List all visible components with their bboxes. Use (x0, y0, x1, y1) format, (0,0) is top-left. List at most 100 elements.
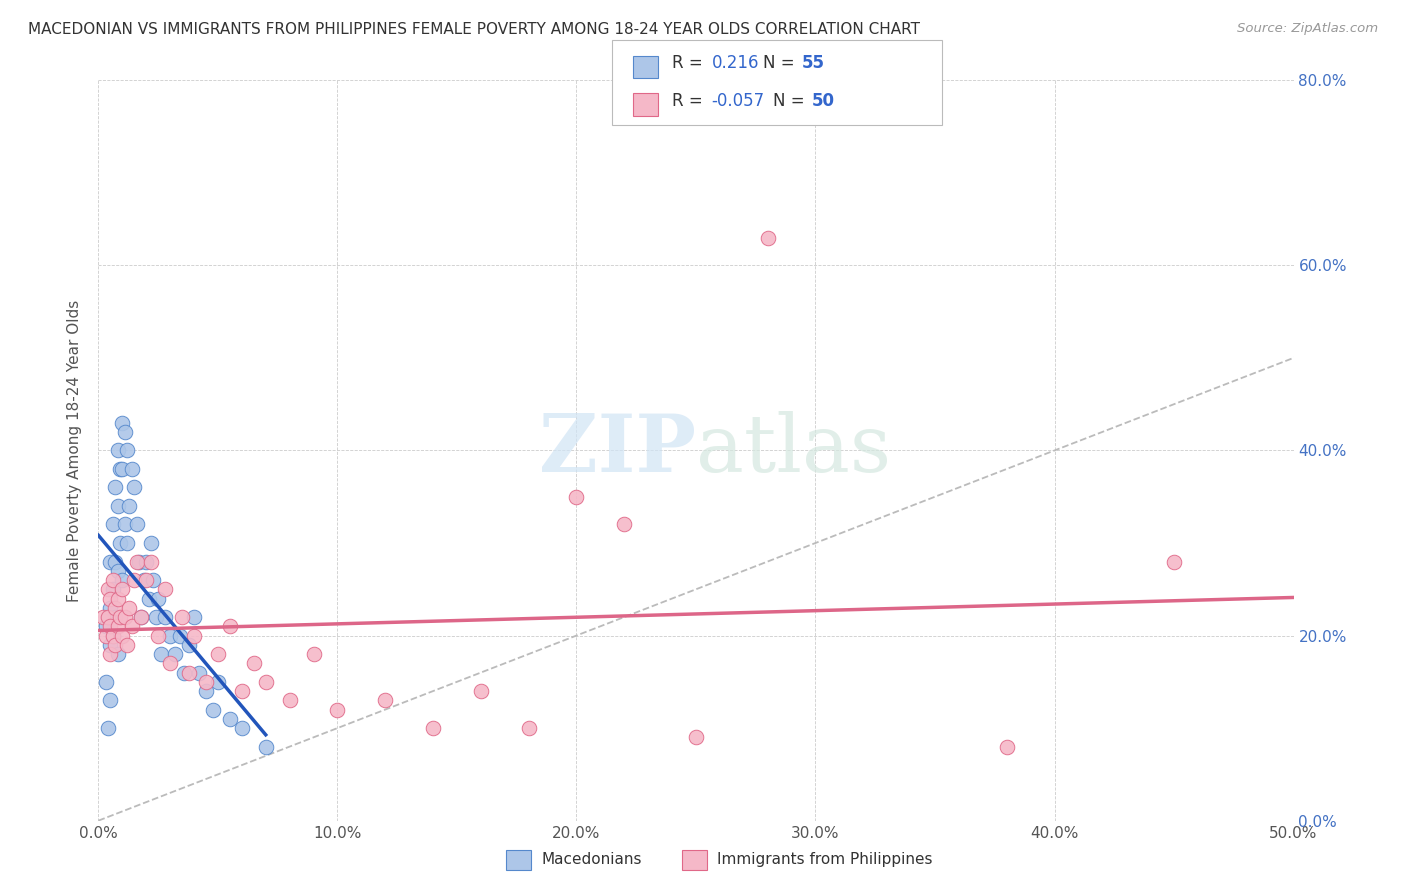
Point (111, 628, 134, 642)
Point (254, 674, 277, 689)
Point (98, 638, 122, 652)
Point (107, 564, 129, 578)
Point (97, 610, 120, 624)
Point (101, 628, 124, 642)
Point (115, 638, 138, 652)
Text: ZIP: ZIP (538, 411, 696, 490)
Point (121, 619, 143, 633)
Point (219, 619, 242, 633)
Text: Source: ZipAtlas.com: Source: ZipAtlas.com (1237, 22, 1378, 36)
Point (98, 647, 122, 661)
Point (101, 573, 124, 587)
Point (108, 462, 131, 476)
Point (125, 554, 148, 569)
Point (114, 517, 136, 532)
Point (163, 647, 186, 661)
Point (114, 610, 136, 624)
Text: Macedonians: Macedonians (541, 853, 641, 867)
Point (517, 721, 540, 735)
Point (98, 554, 122, 569)
Point (139, 554, 162, 569)
Point (155, 582, 177, 597)
Point (169, 628, 191, 642)
Text: MACEDONIAN VS IMMIGRANTS FROM PHILIPPINES FEMALE POVERTY AMONG 18-24 YEAR OLDS C: MACEDONIAN VS IMMIGRANTS FROM PHILIPPINE… (28, 22, 920, 37)
Point (101, 628, 124, 642)
Point (243, 657, 266, 671)
Point (135, 573, 157, 587)
Point (97, 582, 120, 597)
Point (565, 490, 588, 504)
Point (613, 517, 636, 532)
Point (995, 739, 1018, 754)
Point (98, 693, 122, 707)
Point (207, 674, 229, 689)
Point (142, 573, 165, 587)
Point (97, 721, 120, 735)
Point (183, 610, 205, 624)
Point (111, 416, 134, 430)
Point (125, 517, 148, 532)
Point (98, 600, 122, 615)
Point (98, 591, 122, 606)
Point (107, 591, 129, 606)
Point (115, 536, 138, 550)
Point (685, 731, 707, 745)
Point (756, 230, 779, 244)
Point (159, 628, 181, 642)
Text: R =: R = (672, 54, 709, 72)
Point (114, 425, 136, 439)
Point (195, 684, 218, 698)
Point (422, 721, 444, 735)
Point (101, 582, 124, 597)
Text: 0.216: 0.216 (711, 54, 759, 72)
Point (326, 703, 349, 717)
Point (148, 591, 170, 606)
Point (187, 665, 209, 680)
Point (231, 684, 253, 698)
Point (101, 517, 124, 532)
Point (98, 619, 122, 633)
Point (145, 610, 167, 624)
Point (94, 674, 117, 689)
Text: N =: N = (763, 54, 800, 72)
Point (179, 665, 201, 680)
Point (107, 499, 129, 513)
Point (138, 591, 160, 606)
Text: R =: R = (672, 92, 709, 110)
Point (97, 610, 120, 624)
Point (207, 647, 229, 661)
Point (179, 638, 201, 652)
Point (1163, 554, 1185, 569)
Point (124, 573, 146, 587)
Text: atlas: atlas (696, 411, 891, 490)
Point (278, 693, 301, 707)
Point (104, 554, 127, 569)
Point (159, 657, 181, 671)
Text: N =: N = (773, 92, 810, 110)
Point (374, 693, 396, 707)
Point (135, 554, 157, 569)
Point (173, 665, 195, 680)
Point (94, 619, 117, 633)
Point (107, 619, 129, 633)
Point (155, 610, 177, 624)
Point (470, 684, 492, 698)
Point (111, 462, 134, 476)
Text: 55: 55 (801, 54, 824, 72)
Point (104, 638, 127, 652)
Point (195, 674, 218, 689)
Point (148, 628, 170, 642)
Point (107, 443, 129, 458)
Point (111, 582, 134, 597)
Point (118, 499, 141, 513)
Point (254, 739, 277, 754)
Point (302, 647, 325, 661)
Point (128, 554, 150, 569)
Point (124, 481, 146, 495)
Point (108, 610, 131, 624)
Point (118, 600, 141, 615)
Y-axis label: Female Poverty Among 18-24 Year Olds: Female Poverty Among 18-24 Year Olds (67, 300, 83, 601)
Point (91, 610, 114, 624)
Point (115, 443, 138, 458)
Point (104, 481, 127, 495)
